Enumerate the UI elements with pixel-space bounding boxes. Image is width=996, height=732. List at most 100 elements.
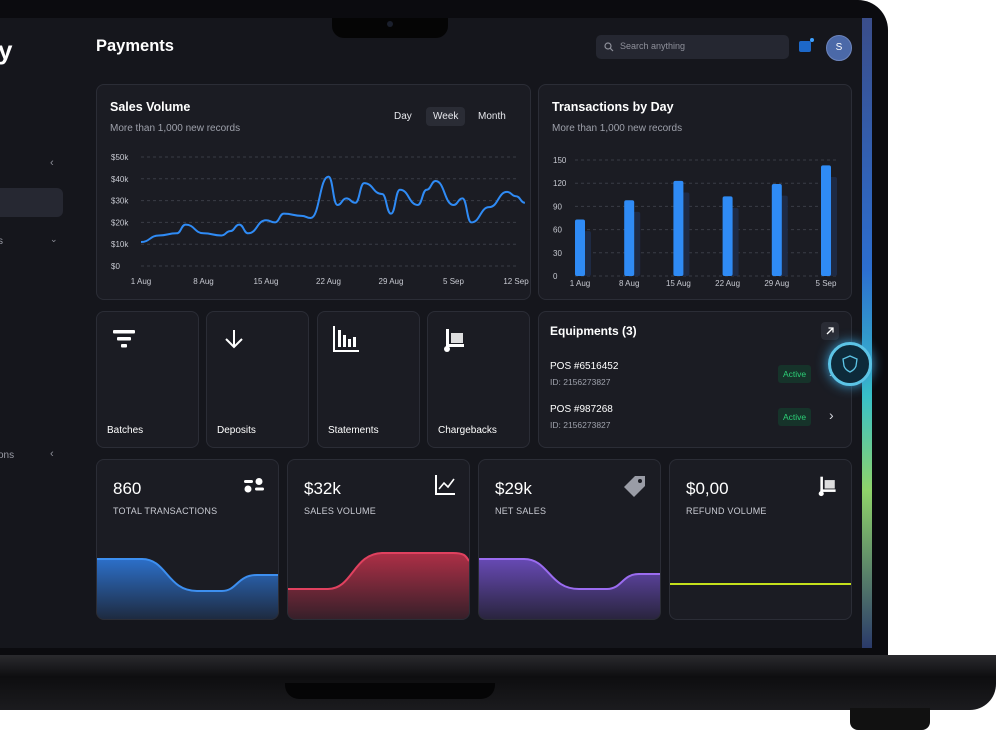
logo: y bbox=[0, 35, 13, 65]
cart-icon bbox=[818, 476, 836, 497]
equipment-id: ID: 2156273827 bbox=[550, 420, 611, 430]
stat-value: $32k bbox=[304, 479, 341, 498]
x-tick-label: 29 Aug bbox=[764, 279, 789, 288]
y-tick-label: $30k bbox=[111, 197, 129, 206]
x-tick-label: 1 Aug bbox=[131, 277, 151, 286]
y-tick-label: 30 bbox=[553, 249, 562, 258]
laptop-base bbox=[0, 655, 996, 710]
equipments-card: Equipments (3) POS #6516452 ID: 21562738… bbox=[538, 311, 852, 448]
status-badge: Active bbox=[778, 365, 812, 383]
search-input[interactable]: Search anything bbox=[596, 35, 789, 59]
bar bbox=[575, 219, 585, 276]
cart-icon bbox=[444, 329, 464, 352]
stat-card-sales-volume[interactable]: $32k SALES VOLUME bbox=[287, 459, 470, 620]
tab-month[interactable]: Month bbox=[478, 111, 506, 122]
stat-label: TOTAL TRANSACTIONS bbox=[113, 506, 218, 516]
tile-label: Batches bbox=[107, 425, 144, 436]
camera-notch bbox=[332, 18, 448, 38]
transactions-title: Transactions by Day bbox=[552, 100, 674, 114]
stat-label: REFUND VOLUME bbox=[686, 506, 767, 516]
filter-icon bbox=[113, 330, 135, 348]
tile-chargebacks[interactable]: Chargebacks bbox=[427, 311, 530, 448]
tile-statements[interactable]: Statements bbox=[317, 311, 420, 448]
bar bbox=[722, 196, 733, 276]
equipment-id: ID: 2156273827 bbox=[550, 377, 611, 387]
y-tick-label: $0 bbox=[111, 262, 120, 271]
sidebar-item-label[interactable]: s bbox=[0, 236, 3, 247]
avatar[interactable]: S bbox=[826, 35, 852, 61]
tab-day[interactable]: Day bbox=[394, 111, 412, 122]
equipment-name[interactable]: POS #6516452 bbox=[550, 361, 619, 372]
stat-label: SALES VOLUME bbox=[304, 506, 376, 516]
search-icon bbox=[604, 42, 614, 52]
bar bbox=[821, 165, 831, 276]
x-tick-label: 1 Aug bbox=[570, 279, 590, 288]
sliders-icon bbox=[244, 478, 264, 493]
sales-volume-subtitle: More than 1,000 new records bbox=[110, 123, 241, 134]
stat-value: $29k bbox=[495, 479, 532, 498]
stat-label: NET SALES bbox=[495, 506, 547, 516]
stat-card-total-transactions[interactable]: 860 TOTAL TRANSACTIONS bbox=[96, 459, 279, 620]
status-badge: Active bbox=[778, 408, 812, 426]
stat-card-net-sales[interactable]: $29k NET SALES bbox=[478, 459, 661, 620]
y-tick-label: $20k bbox=[111, 218, 129, 227]
tile-label: Statements bbox=[328, 425, 379, 436]
notification-dot bbox=[810, 38, 814, 42]
y-tick-label: 60 bbox=[553, 226, 562, 235]
stat-card-refund-volume[interactable]: $0,00 REFUND VOLUME bbox=[669, 459, 852, 620]
bar-chart-icon bbox=[333, 326, 359, 352]
total-transactions-sparkline bbox=[97, 558, 278, 619]
open-external-button[interactable] bbox=[821, 322, 839, 340]
sidebar-item-active[interactable] bbox=[0, 188, 63, 217]
stat-value: $0,00 bbox=[686, 479, 729, 498]
shield-icon bbox=[842, 355, 858, 373]
laptop-foot bbox=[850, 708, 930, 730]
app-screen: y ‹ s ⌄ ons ‹ Payments Search anything S… bbox=[0, 18, 872, 648]
sales-volume-title: Sales Volume bbox=[110, 100, 191, 114]
x-tick-label: 29 Aug bbox=[379, 277, 404, 286]
sidebar-chevron-left-icon[interactable]: ‹ bbox=[50, 448, 54, 460]
equipments-title: Equipments (3) bbox=[550, 324, 637, 338]
x-tick-label: 5 Sep bbox=[443, 277, 464, 286]
bar bbox=[673, 180, 684, 276]
x-tick-label: 15 Aug bbox=[254, 277, 279, 286]
y-tick-label: $40k bbox=[111, 175, 129, 184]
sales-volume-series-line bbox=[140, 175, 526, 244]
x-tick-label: 22 Aug bbox=[715, 279, 740, 288]
sidebar-item-label[interactable]: ons bbox=[0, 450, 15, 461]
chevron-down-icon[interactable]: ⌄ bbox=[50, 234, 58, 244]
transactions-bar-chart: 0 30 60 90 120 150 1 Aug 8 Aug 15 Aug 22 Aug 29 Au… bbox=[553, 156, 837, 288]
bar bbox=[624, 200, 635, 276]
x-tick-label: 5 Sep bbox=[816, 279, 837, 288]
assistant-orb-button[interactable] bbox=[828, 342, 872, 386]
transactions-by-day-card: Transactions by Day More than 1,000 new … bbox=[538, 84, 852, 300]
y-tick-label: $50k bbox=[111, 153, 129, 162]
y-tick-label: $10k bbox=[111, 240, 129, 249]
sales-volume-card: Sales Volume More than 1,000 new records… bbox=[96, 84, 531, 300]
sidebar-chevron-left-icon[interactable]: ‹ bbox=[50, 157, 54, 169]
transactions-subtitle: More than 1,000 new records bbox=[552, 123, 683, 134]
notification-icon[interactable] bbox=[799, 38, 814, 52]
tile-batches[interactable]: Batches bbox=[96, 311, 199, 448]
y-tick-label: 0 bbox=[553, 272, 558, 281]
page-title: Payments bbox=[96, 37, 174, 55]
tile-label: Chargebacks bbox=[438, 425, 497, 436]
chevron-right-icon[interactable]: › bbox=[829, 407, 834, 423]
stat-value: 860 bbox=[113, 479, 142, 498]
x-tick-label: 8 Aug bbox=[619, 279, 639, 288]
sales-volume-sparkline bbox=[288, 552, 469, 619]
screen-edge-glow bbox=[862, 18, 872, 648]
tag-icon bbox=[624, 476, 645, 497]
refund-volume-sparkline bbox=[670, 583, 851, 585]
tile-deposits[interactable]: Deposits bbox=[206, 311, 309, 448]
x-tick-label: 12 Sep bbox=[503, 277, 529, 286]
tab-week[interactable]: Week bbox=[426, 107, 466, 126]
y-tick-label: 90 bbox=[553, 202, 562, 211]
equipment-name[interactable]: POS #987268 bbox=[550, 404, 613, 415]
camera-icon bbox=[387, 21, 393, 27]
x-tick-label: 8 Aug bbox=[193, 277, 213, 286]
download-icon bbox=[225, 330, 243, 349]
x-tick-label: 22 Aug bbox=[316, 277, 341, 286]
sales-volume-line-chart: $0 $10k $20k $30k $40k $50k 1 Aug 8 Aug 15 Aug 22… bbox=[111, 153, 529, 286]
y-tick-label: 120 bbox=[553, 179, 567, 188]
